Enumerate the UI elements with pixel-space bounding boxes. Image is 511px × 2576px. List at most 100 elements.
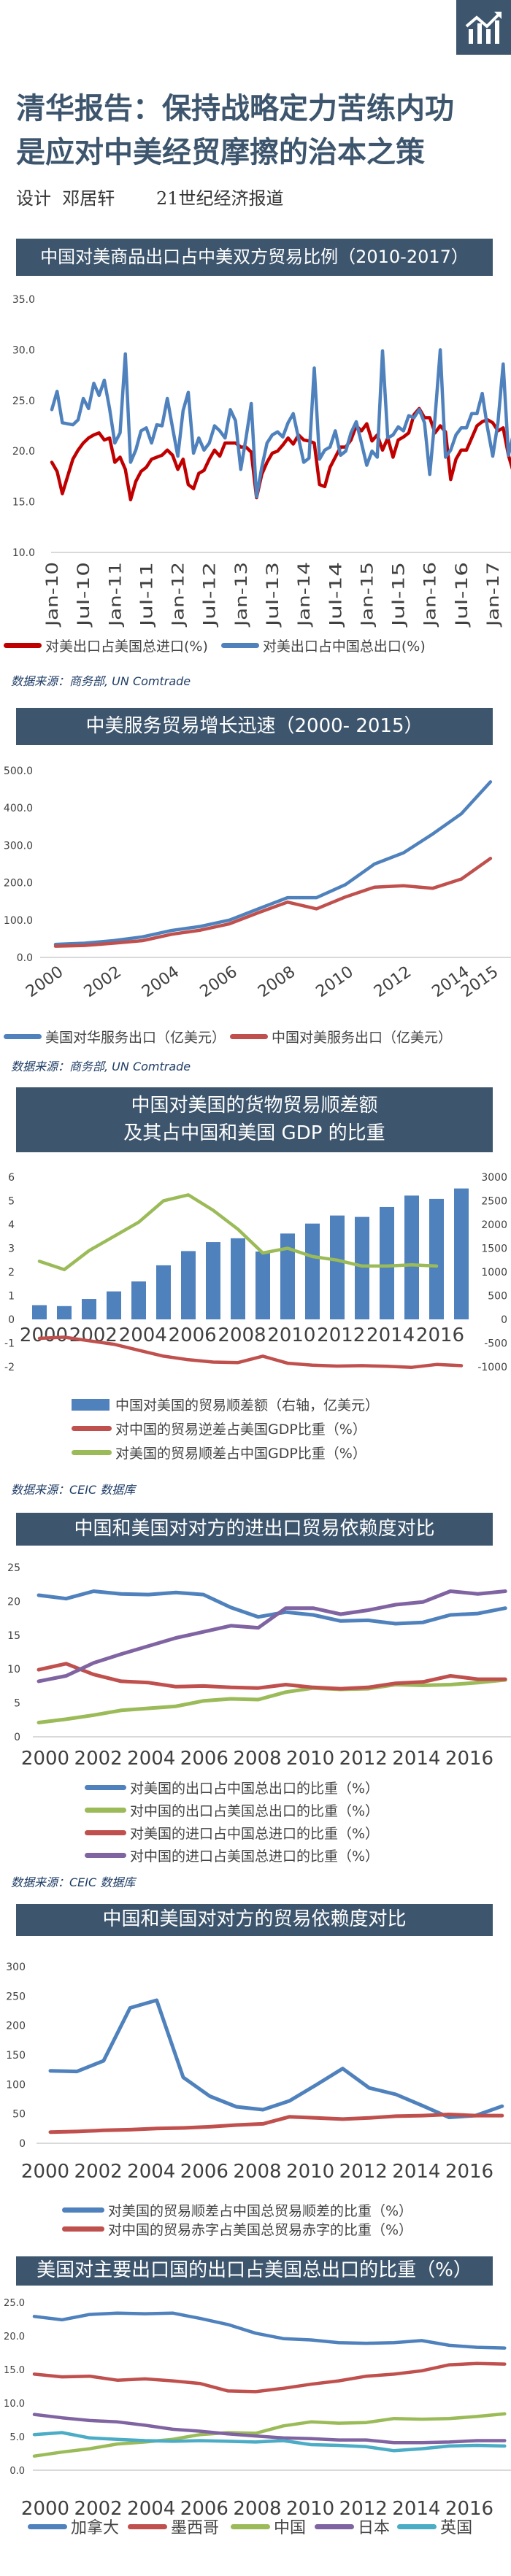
series-line-1 — [37, 1335, 464, 1369]
legend-label: 日本 — [358, 2519, 391, 2537]
bar-2009 — [256, 1252, 270, 1319]
y-right-tick-label: 3000 — [481, 1172, 507, 1184]
x-tick-label: 2016 — [445, 2498, 493, 2520]
series-line-0 — [48, 1998, 504, 2119]
y-tick-label: 5 — [14, 1698, 20, 1710]
legend-item: 对美国的进口占中国总进口的比重（%） — [85, 1821, 379, 1844]
bar-2000 — [32, 1305, 47, 1319]
y-right-tick-label: -500 — [484, 1338, 507, 1350]
chart2-header: 中美服务贸易增长迅速（2000- 2015） — [16, 708, 493, 745]
legend-item: 对中国的贸易赤字占美国总贸易赤字的比重（%） — [62, 2219, 412, 2238]
y-tick-label: 200.0 — [4, 878, 33, 890]
y-right-tick-label: 2500 — [481, 1196, 507, 1208]
x-tick-label: Jul-10 — [75, 562, 93, 628]
y-tick-label: 30.0 — [12, 344, 35, 356]
series-line-1 — [32, 2361, 507, 2394]
legend-label: 加拿大 — [71, 2519, 120, 2537]
x-tick-label: 2002 — [81, 963, 125, 1001]
chart4-source: 数据来源：CEIC 数据库 — [11, 1875, 136, 1889]
x-tick-label: 2006 — [180, 1748, 228, 1770]
legend-label: 英国 — [440, 2519, 473, 2537]
legend-label: 对中国的贸易逆差占美国GDP比重（%） — [115, 1422, 366, 1438]
x-tick-label: 2014 — [392, 2161, 440, 2183]
legend-label: 中国对美服务出口（亿美元） — [272, 1030, 453, 1046]
chart5-header: 中国和美国对对方的贸易依赖度对比 — [16, 1904, 493, 1936]
legend-label: 对美国的出口占中国总出口的比重（%） — [130, 1781, 380, 1797]
y-tick-label: 0 — [8, 1314, 15, 1326]
x-tick-label: 2002 — [74, 2161, 123, 2183]
x-tick-label: Jul-13 — [264, 562, 283, 628]
bar-2013 — [355, 1216, 369, 1319]
y-tick-label: 6 — [8, 1172, 15, 1184]
chart4-header: 中国和美国对对方的进出口贸易依赖度对比 — [16, 1513, 493, 1546]
series-line-4 — [32, 2431, 507, 2453]
legend-item: 对美国的贸易顺差占中国总贸易顺差的比重（%） — [62, 2200, 412, 2219]
x-tick-label: 2008 — [218, 1324, 266, 1346]
chart2-title: 中美服务贸易增长迅速（2000- 2015） — [85, 714, 423, 737]
chart3-header: 中国对美国的货物贸易顺差额 及其占中国和美国 GDP 的比重 — [16, 1087, 493, 1152]
x-tick-label: 2000 — [23, 963, 66, 1001]
y-tick-label: 25 — [7, 1562, 20, 1574]
bar-2003 — [107, 1291, 121, 1319]
y-tick-label: 400.0 — [4, 803, 33, 814]
y-tick-label: 300.0 — [4, 840, 33, 852]
series-line-1 — [53, 857, 493, 948]
y-tick-label: 15 — [7, 1630, 20, 1642]
y-tick-label: 15.0 — [4, 2365, 25, 2376]
legend-swatch-green — [85, 1808, 126, 1813]
y-tick-label: 20.0 — [4, 2332, 25, 2342]
y-right-tick-label: 500 — [488, 1291, 507, 1303]
bar-2011 — [305, 1223, 320, 1319]
chart4-legend: 对美国的出口占中国总出口的比重（%） 对中国的出口占美国总出口的比重（%） 对美… — [85, 1776, 379, 1867]
chart2-source: 数据来源：商务部, UN Comtrade — [11, 1060, 191, 1073]
x-tick-label: 2010 — [267, 1324, 315, 1346]
x-tick-label: 2006 — [180, 2498, 228, 2520]
x-tick-label: Jul-12 — [201, 562, 220, 628]
y-tick-label: 50 — [12, 2109, 26, 2121]
chart3-title-line1: 中国对美国的货物贸易顺差额 — [131, 1094, 378, 1117]
y-tick-label: -2 — [4, 1362, 15, 1373]
x-tick-label: 2002 — [74, 2498, 123, 2520]
series-line-3 — [36, 1589, 507, 1684]
x-tick-label: 2012 — [339, 1748, 388, 1770]
y-tick-label: 100 — [6, 2079, 26, 2091]
x-tick-label: 2002 — [74, 1748, 123, 1770]
legend-swatch-bar — [72, 1398, 110, 1411]
series-line-2 — [32, 2412, 507, 2458]
y-right-tick-label: 2000 — [481, 1219, 507, 1231]
series-line-0 — [32, 2311, 507, 2350]
legend-label: 美国对华服务出口（亿美元） — [45, 1030, 226, 1046]
x-tick-label: 2016 — [445, 2161, 493, 2183]
chart4-title: 中国和美国对对方的进出口贸易依赖度对比 — [74, 1517, 435, 1540]
series-line-0 — [53, 780, 493, 946]
series-line-0 — [36, 1589, 507, 1626]
x-tick-label: Jan-12 — [170, 562, 188, 628]
x-tick-label: Jan-15 — [358, 562, 377, 628]
legend-label: 对美出口占美国总进口(%) — [45, 639, 208, 655]
x-tick-label: 2008 — [233, 2498, 281, 2520]
x-tick-label: 2004 — [119, 1324, 167, 1346]
x-tick-label: 2004 — [139, 963, 182, 1001]
chart1-legend: 对美出口占美国总进口(%) 对美出口占中国总出口(%) — [4, 636, 426, 655]
x-tick-label: 2012 — [339, 2161, 388, 2183]
legend-label: 对美国的进口占中国总进口的比重（%） — [130, 1826, 380, 1842]
y-tick-label: 20 — [7, 1596, 20, 1608]
x-tick-label: 2004 — [127, 2161, 175, 2183]
headline-line-2: 是应对中美经贸摩擦的治本之策 — [16, 136, 425, 169]
chart5-title: 中国和美国对对方的贸易依赖度对比 — [102, 1908, 407, 1931]
y-tick-label: 0.0 — [9, 2466, 25, 2477]
y-right-tick-label: 0 — [501, 1314, 507, 1326]
series-line-2 — [37, 1193, 439, 1272]
x-tick-label: 2000 — [21, 2161, 69, 2183]
legend-label: 对美国的贸易顺差占中国GDP比重（%） — [115, 1446, 366, 1462]
legend-swatch-red — [230, 1034, 269, 1039]
bar-2017 — [454, 1188, 469, 1319]
y-tick-label: 20.0 — [12, 446, 35, 458]
x-tick-label: 2006 — [180, 2161, 228, 2183]
x-tick-label: 2014 — [392, 1748, 440, 1770]
legend-swatch-red — [62, 2226, 104, 2232]
legend-label: 中国 — [274, 2519, 307, 2537]
x-tick-label: 2012 — [371, 963, 415, 1001]
x-tick-label: Jul-11 — [138, 562, 156, 628]
